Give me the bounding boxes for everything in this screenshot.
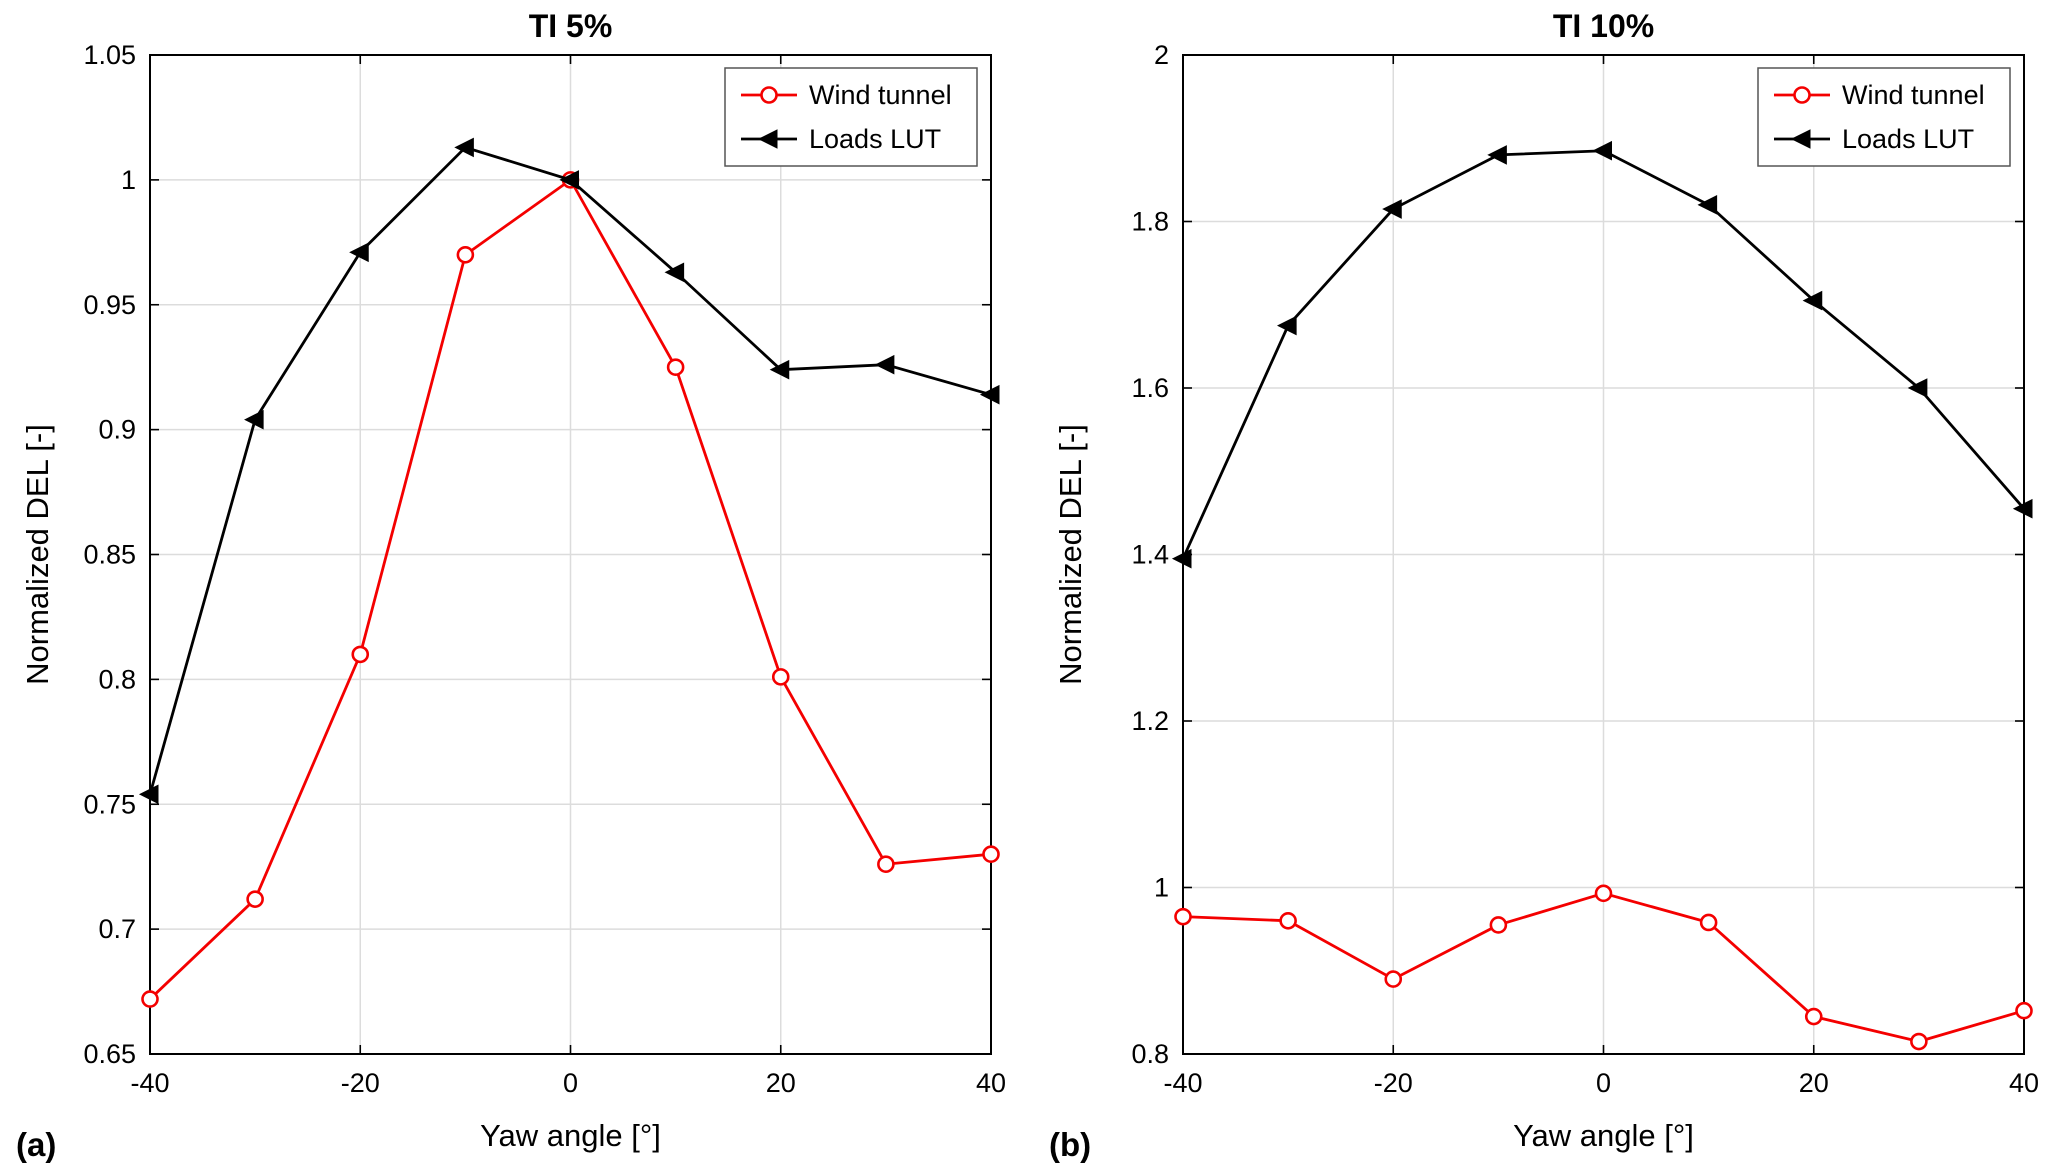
panel-b: -40 -20 0 20 40 0.8 1 1.2 1.4 1.6 1.8 2 TI 10% Yaw an…: [1033, 0, 2066, 1174]
svg-text:2: 2: [1154, 40, 1169, 70]
svg-text:1: 1: [121, 165, 136, 195]
svg-text:-20: -20: [341, 1068, 380, 1098]
svg-text:20: 20: [1799, 1068, 1829, 1098]
svg-text:1.6: 1.6: [1131, 373, 1169, 403]
svg-text:Yaw angle [°]: Yaw angle [°]: [1513, 1118, 1694, 1153]
svg-text:0: 0: [563, 1068, 578, 1098]
y-axis-label: Normalized DEL [-]: [20, 424, 55, 685]
series-loads-lut: [1171, 140, 2033, 569]
chart-ti-5: -40 -20 0 20 40 0.65 0.7 0.75 0.8 0.85 0.9 0.95 1 1.0…: [20, 8, 1006, 1153]
svg-text:0.7: 0.7: [98, 914, 136, 944]
svg-text:TI 5%: TI 5%: [529, 8, 613, 44]
chart-title: TI 5%: [529, 8, 613, 44]
y-tick-labels: 0.65 0.7 0.75 0.8 0.85 0.9 0.95 1 1.05: [83, 40, 136, 1069]
svg-text:Normalized DEL [-]: Normalized DEL [-]: [20, 424, 55, 685]
panel-a: -40 -20 0 20 40 0.65 0.7 0.75 0.8 0.85 0.9 0.95 1 1.0…: [0, 0, 1033, 1174]
svg-text:TI 10%: TI 10%: [1553, 8, 1654, 44]
svg-text:40: 40: [976, 1068, 1006, 1098]
svg-text:0.8: 0.8: [98, 664, 136, 694]
svg-text:0.8: 0.8: [1131, 1039, 1169, 1069]
x-tick-labels: -40 -20 0 20 40: [1163, 1068, 2039, 1098]
legend: Wind tunnel Loads LUT: [724, 67, 978, 167]
svg-text:Normalized DEL [-]: Normalized DEL [-]: [1053, 424, 1088, 685]
panel-label-b: (b): [1049, 1126, 1092, 1163]
svg-text:-40: -40: [1163, 1068, 1202, 1098]
series-wind-tunnel: [1174, 884, 2033, 1051]
chart-title: TI 10%: [1553, 8, 1654, 44]
panel-label-a: (a): [16, 1126, 57, 1163]
svg-text:1.05: 1.05: [83, 40, 136, 70]
grid: [149, 54, 992, 1055]
grid: [1182, 54, 2025, 1055]
x-axis-label: Yaw angle [°]: [1513, 1118, 1694, 1153]
svg-text:Wind tunnel: Wind tunnel: [809, 80, 952, 110]
y-axis-label: Normalized DEL [-]: [1053, 424, 1088, 685]
svg-text:Yaw angle [°]: Yaw angle [°]: [480, 1118, 661, 1153]
x-axis-label: Yaw angle [°]: [480, 1118, 661, 1153]
svg-text:0.65: 0.65: [83, 1039, 136, 1069]
svg-text:0: 0: [1596, 1068, 1611, 1098]
svg-text:1.2: 1.2: [1131, 706, 1169, 736]
svg-text:Loads LUT: Loads LUT: [809, 124, 941, 154]
svg-text:0.9: 0.9: [98, 415, 136, 445]
y-tick-labels: 0.8 1 1.2 1.4 1.6 1.8 2: [1131, 40, 1169, 1069]
svg-text:20: 20: [766, 1068, 796, 1098]
svg-text:40: 40: [2009, 1068, 2039, 1098]
chart-ti-10: -40 -20 0 20 40 0.8 1 1.2 1.4 1.6 1.8 2 TI 10% Yaw an…: [1053, 8, 2039, 1153]
x-tick-labels: -40 -20 0 20 40: [130, 1068, 1006, 1098]
svg-text:1: 1: [1154, 873, 1169, 903]
svg-text:0.85: 0.85: [83, 540, 136, 570]
svg-text:-20: -20: [1374, 1068, 1413, 1098]
axes-box: [149, 54, 992, 1055]
svg-text:Wind tunnel: Wind tunnel: [1842, 80, 1985, 110]
svg-text:1.8: 1.8: [1131, 207, 1169, 237]
legend: Wind tunnel Loads LUT: [1757, 67, 2011, 167]
svg-text:Loads LUT: Loads LUT: [1842, 124, 1974, 154]
svg-text:1.4: 1.4: [1131, 540, 1169, 570]
svg-text:0.75: 0.75: [83, 789, 136, 819]
series-loads-lut: [138, 137, 1000, 805]
svg-text:0.95: 0.95: [83, 290, 136, 320]
svg-text:-40: -40: [130, 1068, 169, 1098]
